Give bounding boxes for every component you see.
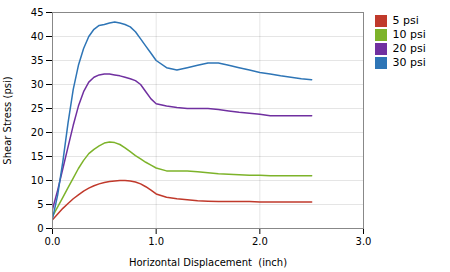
svg-text:20: 20: [31, 127, 44, 138]
html-text:5 psi: 5 psi: [392, 14, 419, 27]
svg-text:30: 30: [31, 79, 44, 90]
svg-text:3.0: 3.0: [356, 236, 372, 247]
svg-text:15: 15: [31, 151, 44, 162]
svg-text:2.0: 2.0: [252, 236, 268, 247]
svg-text:45: 45: [31, 7, 44, 18]
svg-text:5: 5: [37, 199, 43, 210]
svg-text:10: 10: [31, 175, 44, 186]
svg-text:0: 0: [37, 223, 43, 234]
svg-text:Horizontal Displacement (inch: Horizontal Displacement (inch): [129, 257, 287, 268]
svg-text:35: 35: [31, 55, 44, 66]
html-text:20 psi: 20 psi: [392, 42, 426, 55]
svg-text:40: 40: [31, 31, 44, 42]
html-text:10 psi: 10 psi: [392, 28, 426, 41]
svg-text:Shear Stress (psi): Shear Stress (psi): [2, 76, 13, 164]
html-text:30 psi: 30 psi: [392, 56, 426, 69]
svg-text:1.0: 1.0: [148, 236, 164, 247]
svg-text:25: 25: [31, 103, 44, 114]
svg-text:0.0: 0.0: [45, 236, 61, 247]
